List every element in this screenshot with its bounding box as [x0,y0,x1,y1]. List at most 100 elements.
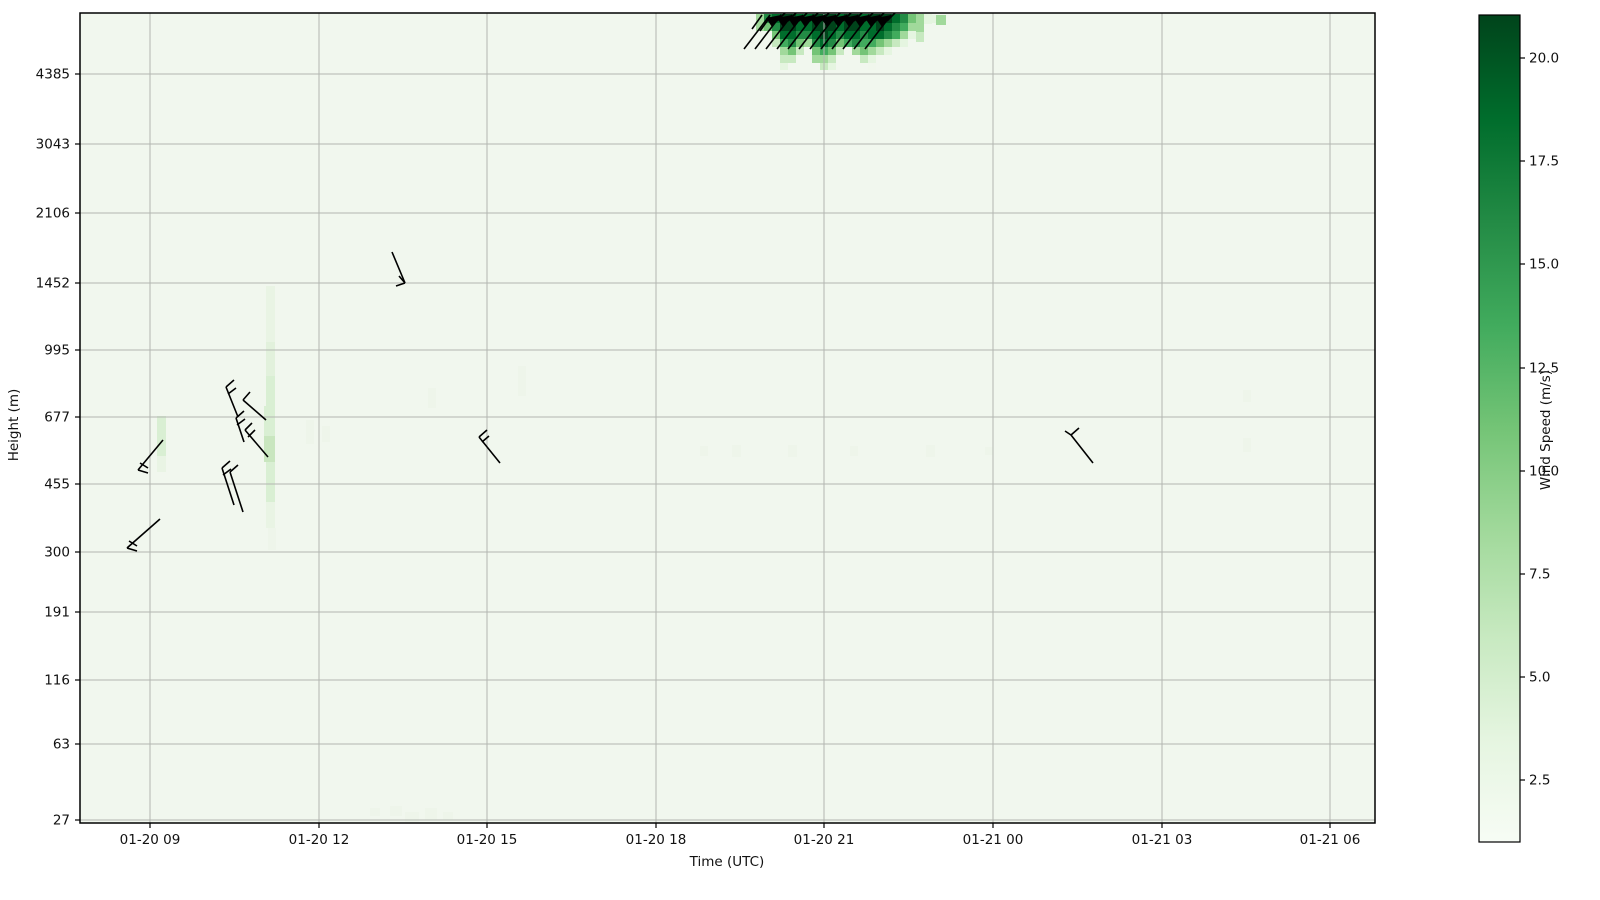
heatmap-cell [828,63,836,70]
tick-layer [75,73,1331,828]
heatmap-cell [850,446,858,456]
heatmap-cell [860,55,868,63]
wind-barb-segment [139,462,149,469]
wind-barb-segment [481,435,490,443]
wind-barb-segment [137,469,149,474]
heatmap-cell [985,447,993,455]
heatmap-cell [928,15,936,23]
heatmap-cell [1243,390,1251,402]
y-tick-label: 63 [53,737,70,753]
heatmap-cell [892,31,900,39]
heatmap-cell [868,31,876,39]
heatmap-cell [868,63,876,70]
heatmap-cell [884,23,892,31]
heatmap-cell [804,31,812,39]
heatmap-cell [900,14,908,23]
x-axis-label: Time (UTC) [689,854,765,870]
heatmap-cell [1243,438,1251,452]
heatmap-cell [772,39,780,47]
heatmap-cell [266,376,275,406]
heatmap-cell [796,31,804,39]
x-tick-label: 01-20 09 [120,832,181,848]
heatmap-cell [884,31,892,39]
heatmap-cell [868,23,876,31]
y-tick-label: 455 [44,477,70,493]
colorbar-tick-label: 10.0 [1529,464,1559,480]
heatmap-cell [844,31,852,39]
heatmap-cell [518,366,526,396]
heatmap-cell [788,31,796,39]
y-tick-label: 995 [44,343,70,359]
wind-barb-segment [242,391,251,401]
heatmap-cell [428,388,436,408]
heatmap-cell [900,31,908,39]
colorbar-tick-label: 2.5 [1529,773,1550,789]
tick-label-layer: 01-20 09 01-20 12 01-20 15 01-20 18 01-20 21… [36,51,1559,849]
wind-barb-segment [227,387,237,395]
heatmap-cell [836,23,844,31]
colorbar-tick-label: 12.5 [1529,361,1559,377]
heatmap-cell [876,31,884,39]
wind-barb-segment [242,399,267,421]
heatmap-cell [876,23,884,31]
wind-barb-segment [1064,430,1072,436]
wind-barb-segment [235,410,245,419]
wind-barb-segment [222,468,232,476]
heatmap-cell [796,47,804,55]
heatmap-cell [266,342,275,376]
heatmap-cell [264,436,275,462]
heatmap-cell [322,426,330,442]
heatmap-cell [788,47,796,55]
heatmap-cell [936,15,946,25]
colorbar-tick-label: 5.0 [1529,670,1550,686]
heatmap-cell [788,445,797,457]
heatmap-cell [812,47,820,55]
heatmap-cell [780,23,788,31]
heatmap-cell [908,31,916,39]
heatmap-cell [852,23,860,31]
y-tick-label: 116 [44,673,70,689]
heatmap-cell [812,31,820,39]
heatmap-cell [306,420,314,444]
heatmap-cell [876,47,884,55]
wind-barb-segment [126,547,138,552]
wind-barb-segment [398,275,406,284]
heatmap-cell [852,39,860,47]
heatmap-cell [908,14,916,23]
wind-barb-segment [1070,427,1080,436]
x-tick-label: 01-21 03 [1132,832,1193,848]
heatmap-cell [852,47,860,55]
heatmap-cell [884,39,892,47]
wind-barb-segment [229,464,239,473]
heatmap-cell [868,47,876,55]
wind-barb-segment [247,429,256,438]
y-tick-label: 1452 [36,276,70,292]
heatmap-cell [868,55,876,63]
wind-barb-segment [244,422,253,431]
heatmap-cell [796,23,804,31]
heatmap-cell [266,462,275,502]
plot-border [79,12,1376,824]
heatmap-cell [780,31,788,39]
heatmap-cell [780,47,788,55]
heatmap-cell [405,812,419,822]
y-tick-label: 4385 [36,67,70,83]
y-tick-label: 2106 [36,206,70,222]
heatmap-cell [764,23,772,31]
wind-barb-segment [225,386,239,418]
heatmap-cell [892,23,900,31]
wind-barb-segment [236,418,246,426]
wind-barb-tick [751,14,763,30]
heatmap-cell [860,47,868,55]
heatmap-cell [370,808,380,816]
heatmap-cell [916,14,924,32]
x-tick-label: 01-21 00 [963,832,1024,848]
heatmap-cell [860,23,868,31]
heatmap-cell [908,23,916,31]
heatmap-cell [780,55,788,63]
wind-barb-flag [876,15,891,27]
wind-barb-segment [128,540,138,547]
heatmap-cell [836,39,844,47]
heatmap-cell [892,39,900,47]
